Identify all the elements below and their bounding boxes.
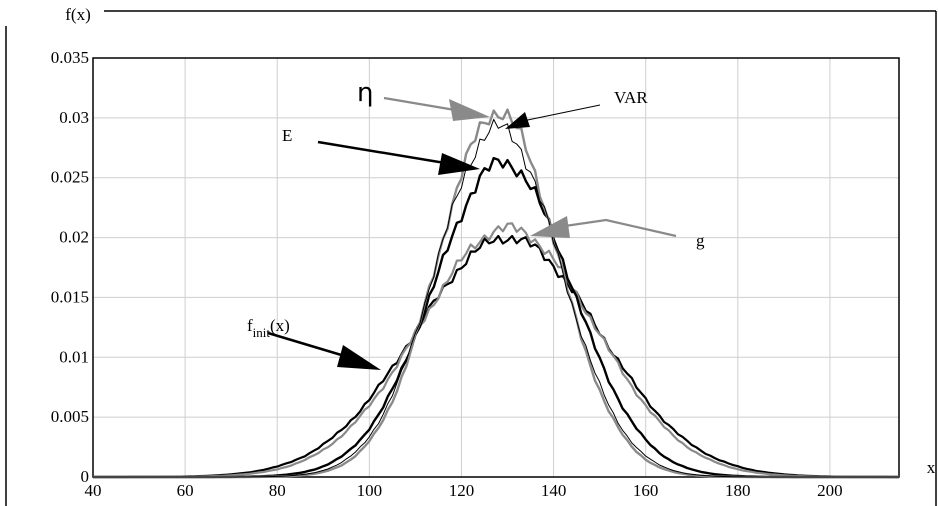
x-tick-label: 120	[449, 481, 475, 500]
x-axis-label: x	[927, 458, 936, 477]
series-line-g	[93, 222, 899, 479]
series-line-eta	[93, 108, 899, 479]
e-arrow-shaft	[317, 140, 446, 165]
y-tick-label: 0.01	[59, 347, 89, 366]
annotation-finit-tail: (x)	[270, 316, 290, 335]
x-tick-label: 80	[269, 481, 286, 500]
y-tick-label: 0	[81, 467, 90, 486]
plot-area-border	[92, 57, 900, 478]
annotation-finit: finit(x)	[247, 316, 290, 340]
x-tick-label: 100	[357, 481, 383, 500]
grid	[93, 58, 899, 477]
eta-arrow-head	[449, 99, 490, 121]
annotation-g: g	[696, 231, 705, 250]
annotation-finit-sub: init	[253, 325, 271, 340]
annotation-finit-main: f	[247, 316, 253, 335]
frame-left-gap	[4, 6, 104, 26]
y-tick-label: 0.02	[59, 228, 89, 247]
series-line-E	[93, 156, 899, 479]
y-tick-label: 0.035	[51, 48, 89, 67]
annotation-e: E	[282, 126, 292, 145]
x-tick-label: 40	[85, 481, 102, 500]
annotation-var: VAR	[614, 88, 648, 107]
y-tick-label: 0.005	[51, 407, 89, 426]
var-arrow-shaft	[517, 104, 601, 123]
x-tick-label: 180	[725, 481, 751, 500]
x-tick-labels: 40 60 80 100 120 140 160 180 200	[85, 481, 843, 500]
y-tick-label: 0.025	[51, 168, 89, 187]
x-tick-label: 160	[633, 481, 659, 500]
series-line-finit	[93, 234, 899, 479]
x-tick-label: 200	[817, 481, 843, 500]
finit-arrow-head	[337, 345, 381, 370]
var-arrow-head	[505, 112, 530, 129]
finit-arrow-shaft	[267, 331, 349, 359]
eta-arrow-shaft	[383, 96, 456, 112]
y-tick-label: 0.015	[51, 287, 89, 306]
x-tick-label: 60	[177, 481, 194, 500]
y-tick-labels: 0 0.005 0.01 0.015 0.02 0.025 0.03 0.035	[51, 48, 89, 486]
g-arrow-shaft	[564, 218, 677, 238]
series-group	[93, 108, 899, 479]
y-tick-label: 0.03	[59, 108, 89, 127]
e-arrow-head	[438, 153, 480, 175]
series-line-VAR	[93, 118, 899, 478]
g-arrow-head	[530, 216, 570, 238]
y-axis-label: f(x)	[65, 5, 90, 24]
x-tick-label: 140	[541, 481, 567, 500]
annotation-eta: η	[357, 78, 373, 108]
